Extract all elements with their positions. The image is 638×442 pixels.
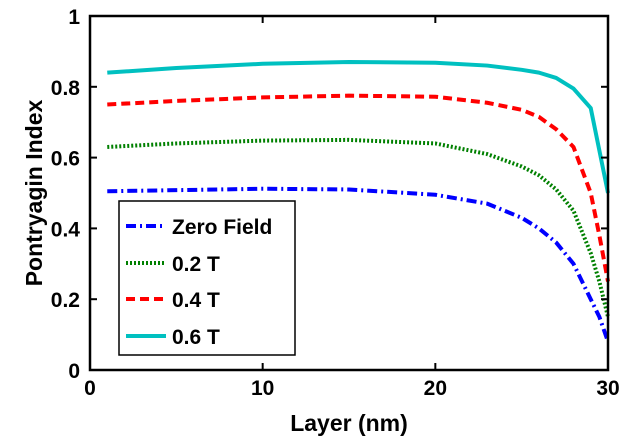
- legend-label-0-6-t: 0.6 T: [172, 326, 220, 349]
- x-axis-title: Layer (nm): [290, 410, 408, 436]
- series-line-zero-field: [107, 186, 610, 343]
- y-tick-label: 1: [68, 6, 80, 29]
- legend-label-0-4-t: 0.4 T: [172, 289, 220, 312]
- tick-layer: 0 10 20 30 0 0.2 0.4 0.6 0.8 1: [51, 6, 620, 400]
- x-tick-label: 0: [84, 377, 96, 400]
- x-tick-label: 10: [251, 377, 274, 400]
- series-line-0-6-t: [107, 60, 610, 194]
- series-layer: [107, 60, 610, 343]
- legend-label-0-2-t: 0.2 T: [172, 253, 220, 276]
- series-line-0-2-t: [107, 137, 610, 318]
- y-axis-title: Pontryagin Index: [21, 100, 47, 287]
- legend: Zero Field 0.2 T 0.4 T 0.6 T: [118, 200, 296, 356]
- x-tick-label: 30: [596, 377, 619, 400]
- y-tick-label: 0.6: [51, 148, 80, 171]
- plot-frame: [88, 14, 610, 372]
- y-tick-label: 0.4: [51, 218, 81, 241]
- y-tick-label: 0.8: [51, 77, 81, 100]
- y-tick-label: 0.2: [51, 289, 80, 312]
- x-tick-label: 20: [424, 377, 447, 400]
- series-line-0-4-t: [107, 93, 610, 282]
- legend-label-zero-field: Zero Field: [172, 216, 272, 239]
- y-tick-label: 0: [68, 360, 80, 383]
